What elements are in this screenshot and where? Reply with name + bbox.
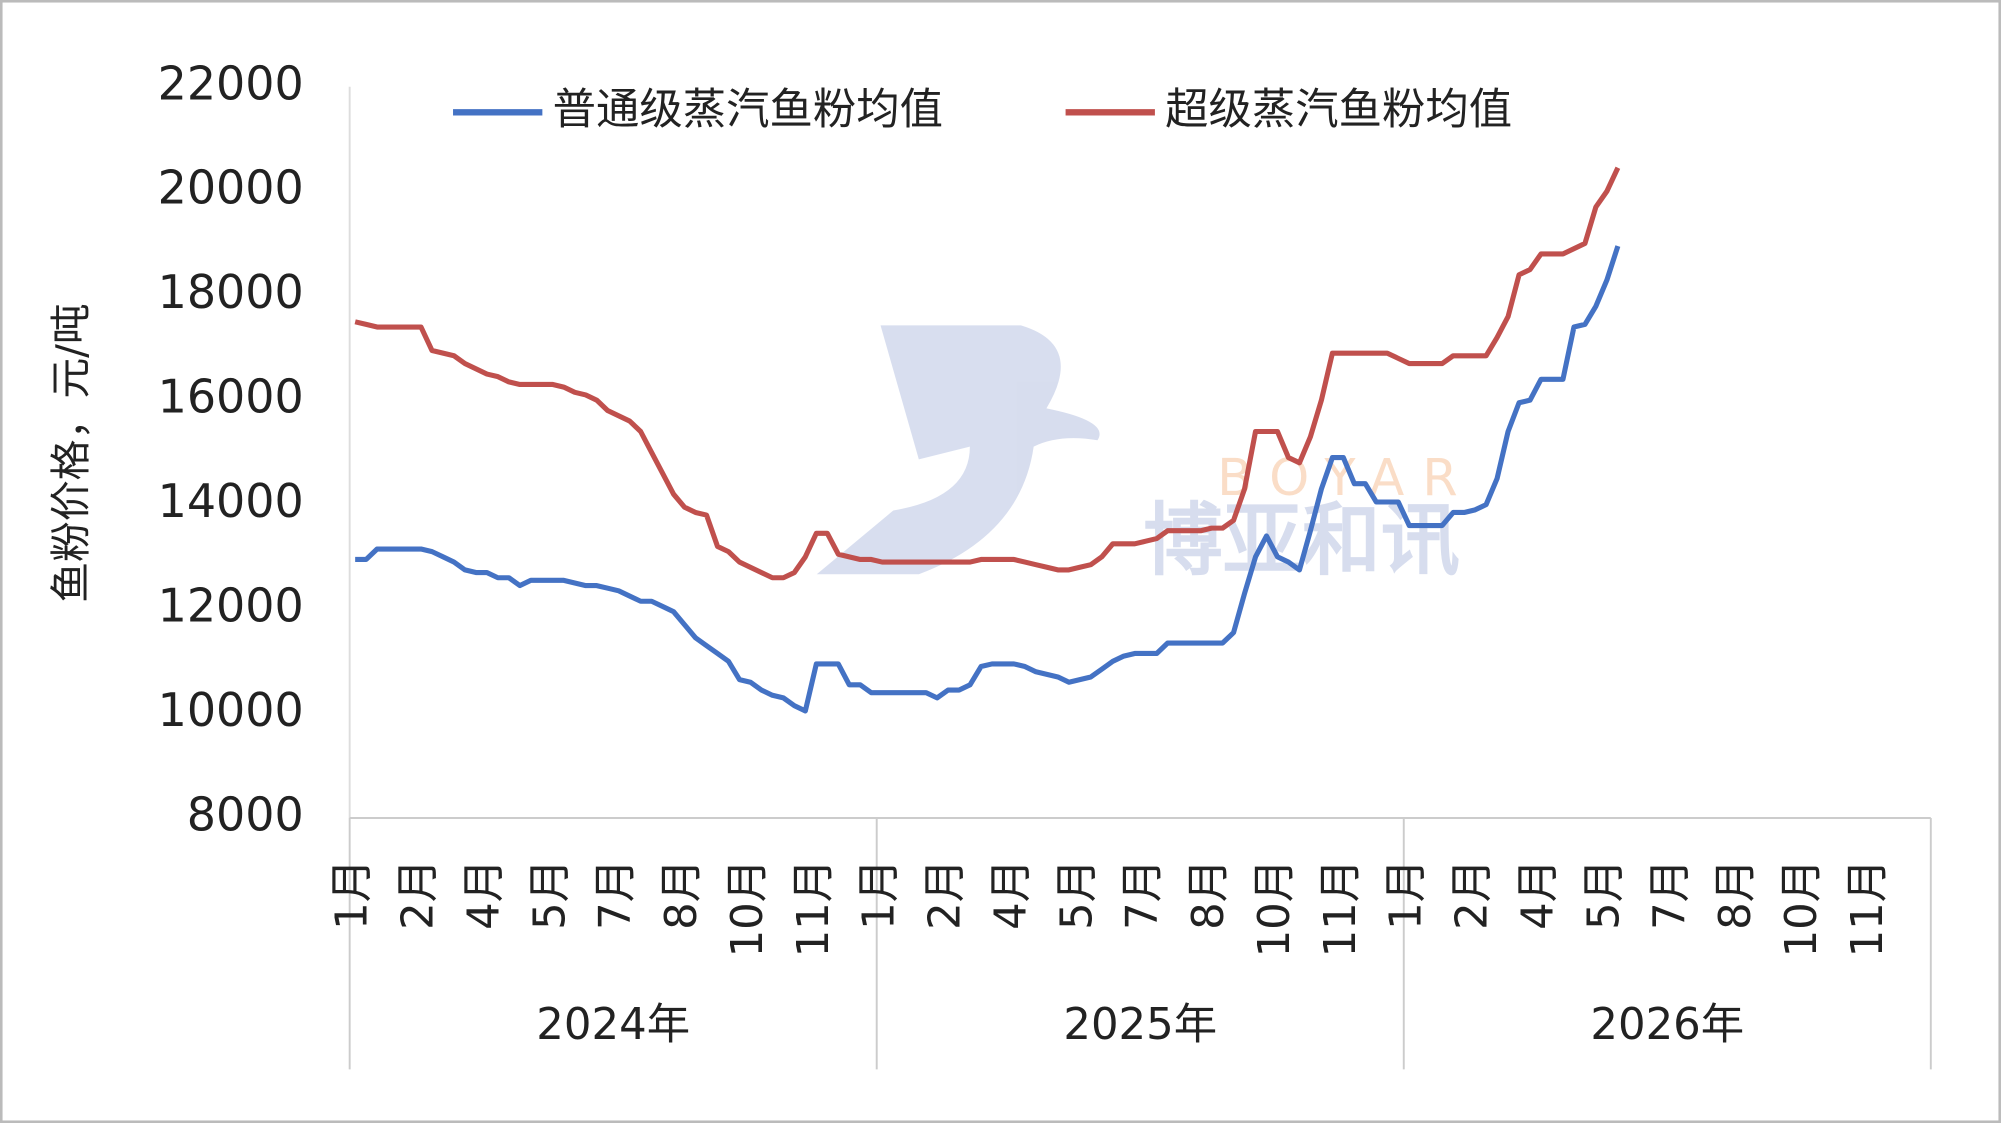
- x-tick-label: 7月: [591, 859, 641, 930]
- y-axis-label: 鱼粉价格，元/吨: [47, 303, 95, 603]
- legend-label: 普通级蒸汽鱼粉均值: [553, 85, 943, 135]
- watermark-text: 博亚和讯: [1143, 495, 1459, 587]
- x-tick-label: 4月: [459, 859, 509, 930]
- y-tick-label: 12000: [158, 579, 304, 633]
- y-tick-label: 8000: [187, 788, 304, 842]
- watermark: BOYAR 博亚和讯: [816, 325, 1460, 587]
- x-tick-label: 8月: [1711, 859, 1761, 930]
- x-tick-label: 1月: [1382, 859, 1432, 930]
- y-tick-label: 22000: [158, 56, 304, 110]
- year-label: 2026年: [1590, 1000, 1744, 1050]
- year-label: 2025年: [1063, 1000, 1217, 1050]
- x-tick-label: 2月: [1448, 859, 1498, 930]
- watermark-logo: [816, 325, 1100, 575]
- y-tick-label: 10000: [158, 683, 304, 737]
- x-tick-label: 4月: [986, 859, 1036, 930]
- x-tick-label: 7月: [1645, 859, 1695, 930]
- x-tick-label: 10月: [723, 859, 773, 958]
- x-tick-label: 5月: [1052, 859, 1102, 930]
- x-tick-label: 8月: [657, 859, 707, 930]
- x-tick-label: 2月: [394, 859, 444, 930]
- series-line: [354, 166, 1621, 581]
- x-tick-label: 5月: [1579, 859, 1629, 930]
- x-tick-label: 11月: [1843, 859, 1893, 958]
- legend-label: 超级蒸汽鱼粉均值: [1165, 85, 1512, 135]
- x-tick-label: 1月: [855, 859, 905, 930]
- y-tick-label: 16000: [158, 370, 304, 424]
- series-line: [355, 245, 1621, 714]
- x-tick-label: 7月: [1118, 859, 1168, 930]
- x-tick-label: 10月: [1250, 859, 1300, 958]
- x-tick-label: 1月: [328, 859, 378, 930]
- x-tick-label: 5月: [525, 859, 575, 930]
- y-tick-label: 14000: [158, 474, 304, 528]
- x-tick-label: 10月: [1777, 859, 1827, 958]
- y-tick-label: 20000: [158, 161, 304, 215]
- y-tick-label: 18000: [158, 265, 304, 319]
- x-tick-label: 8月: [1184, 859, 1234, 930]
- x-tick-label: 11月: [789, 859, 839, 958]
- x-tick-label: 2月: [921, 859, 971, 930]
- year-label: 2024年: [536, 1000, 690, 1050]
- x-tick-label: 4月: [1514, 859, 1564, 930]
- x-tick-label: 11月: [1316, 859, 1366, 958]
